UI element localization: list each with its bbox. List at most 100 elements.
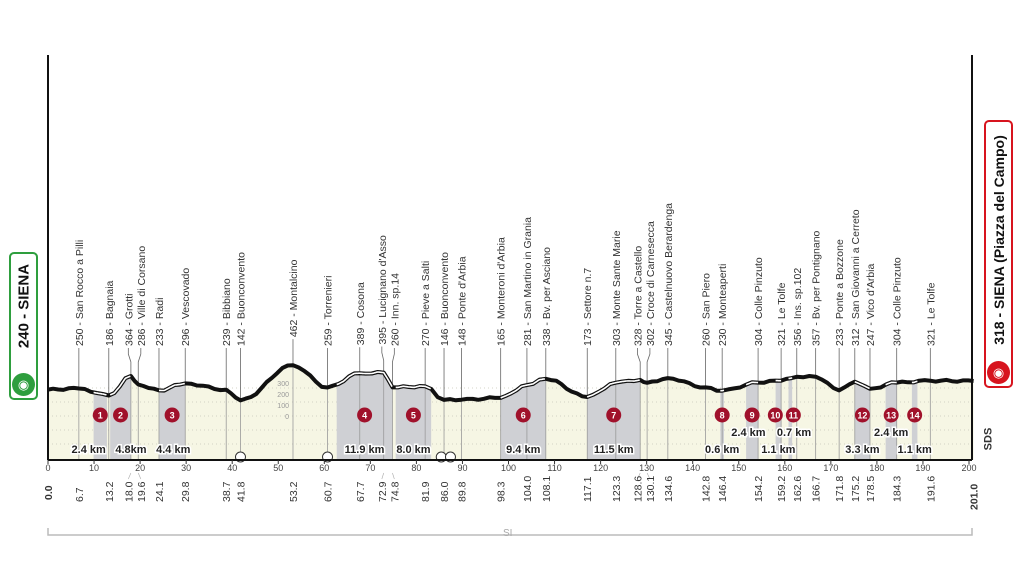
sector-road-marker <box>745 381 759 386</box>
waypoint-label: 286 - Ville di Corsano <box>136 246 148 346</box>
sector-badge <box>767 407 783 423</box>
waypoint-km-label: 19.6 <box>136 481 148 502</box>
x-tick-label: 200 <box>961 463 976 473</box>
brand-logo: SDS <box>982 427 995 451</box>
waypoint-km-leader <box>128 472 132 480</box>
waypoint-label: 233 - Radi <box>154 298 166 346</box>
waypoint-km-label: 175.2 <box>850 476 862 502</box>
altitude-tick: 0 <box>285 414 289 421</box>
sector-road-marker <box>336 371 393 387</box>
sector-number: 11 <box>789 411 799 421</box>
waypoint-km-label: 108.1 <box>541 476 553 502</box>
waypoint-label: 357 - Bv. per Pontignano <box>811 230 823 346</box>
x-tick-label: 170 <box>823 463 838 473</box>
sector-length: 4.8km <box>115 444 146 456</box>
sector-badge <box>744 407 760 423</box>
waypoint-km-label: 146.4 <box>717 476 729 502</box>
waypoint-label: 321 - Le Tolfe <box>776 282 788 346</box>
x-tick-label: 50 <box>273 463 283 473</box>
sector-length: 2.4 km <box>874 427 908 439</box>
waypoint-km-label: 191.6 <box>925 476 937 502</box>
bicycle-icon: ◉ <box>12 373 35 396</box>
sector-length: 8.0 km <box>396 444 430 456</box>
altitude-tick: 200 <box>277 392 289 399</box>
sector-number: 2 <box>118 411 123 421</box>
waypoint-label: 281 - San Martino in Grania <box>522 217 534 346</box>
sector-road-marker <box>159 382 185 392</box>
sector-number: 3 <box>170 411 175 421</box>
waypoint-km-label: 178.5 <box>865 476 877 502</box>
x-tick-label: 190 <box>915 463 930 473</box>
sector-road-marker <box>788 377 793 380</box>
sector-length: 11.5 km <box>594 444 634 456</box>
waypoint-leader <box>381 346 385 373</box>
waypoint-label: 165 - Monteroni d'Arbia <box>496 237 508 346</box>
sector-badge <box>785 407 801 423</box>
waypoint-km-label: 74.8 <box>389 481 401 502</box>
start-marker: 240 - SIENA ◉ <box>9 252 38 400</box>
waypoint-km-label: 142.8 <box>701 476 713 502</box>
x-tick-label: 160 <box>777 463 792 473</box>
x-tick-label: 180 <box>869 463 884 473</box>
sector-number: 9 <box>750 411 755 421</box>
waypoint-km-leader <box>381 472 384 480</box>
sector-length: 3.3 km <box>845 444 879 456</box>
waypoint-leader <box>637 348 641 380</box>
x-tick-label: 140 <box>685 463 700 473</box>
waypoint-label: 259 - Torrenieri <box>323 276 335 346</box>
waypoint-label: 303 - Monte Sante Marie <box>611 230 623 346</box>
x-tick-label: 40 <box>227 463 237 473</box>
sector-road-marker <box>395 385 432 390</box>
waypoint-km-label: 18.0 <box>123 481 135 502</box>
waypoint-label: 338 - Bv. per Asciano <box>541 247 553 346</box>
waypoint-km-label: 67.7 <box>355 481 367 502</box>
waypoint-km-leader <box>646 472 651 480</box>
x-tick-label: 80 <box>411 463 421 473</box>
waypoint-km-label: 81.9 <box>420 481 432 502</box>
waypoint-label: 296 - Vescovado <box>180 268 192 346</box>
waypoint-label: 389 - Cosona <box>355 282 367 345</box>
waypoint-km-label: 98.3 <box>496 481 508 502</box>
waypoint-km-label: 72.9 <box>377 481 389 502</box>
sector-badge <box>515 407 531 423</box>
waypoint-label: 146 - Buonconvento <box>439 252 451 346</box>
road-type-label: SI <box>503 528 513 539</box>
waypoint-leader <box>646 348 651 383</box>
waypoint-km-label: 166.7 <box>811 476 823 502</box>
sector-badge <box>854 407 870 423</box>
waypoint-label: 173 - Settore n.7 <box>582 268 594 346</box>
waypoint-label: 304 - Colle Pinzuto <box>753 257 765 346</box>
sector-road-marker <box>109 375 131 396</box>
finish-label: 318 - SIENA (Piazza del Campo) <box>990 135 1007 345</box>
waypoint-km-label: 123.3 <box>611 476 623 502</box>
altitude-tick: 300 <box>277 381 289 388</box>
waypoint-km-label: 6.7 <box>74 487 86 502</box>
sector-length: 11.9 km <box>345 444 385 456</box>
sector-band <box>395 386 432 460</box>
x-tick-label: 0 <box>45 463 50 473</box>
waypoint-km-label: 134.6 <box>663 476 675 502</box>
sector-badge <box>883 407 899 423</box>
waypoint-label: 312 - San Giovanni a Cerreto <box>850 209 862 346</box>
waypoint-label: 304 - Colle Pinzuto <box>892 257 904 346</box>
waypoint-label: 186 - Bagnaia <box>104 280 116 346</box>
start-km-label: 0.0 <box>43 485 55 500</box>
waypoint-km-label: 38.7 <box>221 481 233 502</box>
waypoint-label: 250 - San Rocco a Pilli <box>74 240 86 346</box>
sector-badge <box>405 407 421 423</box>
sector-number: 8 <box>720 411 725 421</box>
waypoint-label: 395 - Lucignano d'Asso <box>377 235 389 345</box>
sector-number: 6 <box>521 411 526 421</box>
altitude-tick: 100 <box>277 403 289 410</box>
waypoint-km-label: 13.2 <box>104 481 116 502</box>
sector-number: 4 <box>362 411 367 421</box>
waypoint-km-label: 117.1 <box>582 476 594 502</box>
sector-number: 5 <box>411 411 416 421</box>
sector-badge <box>714 407 730 423</box>
sector-length: 2.4 km <box>72 444 106 456</box>
waypoint-leader <box>137 348 142 385</box>
sector-badge <box>92 407 108 423</box>
sector-number: 13 <box>886 411 896 421</box>
road-type-bracket <box>47 528 973 536</box>
